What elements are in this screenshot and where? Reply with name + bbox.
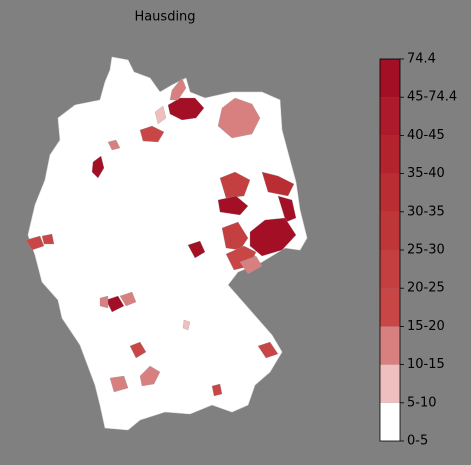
colorbar-segment: [380, 402, 400, 441]
region: [249, 217, 297, 257]
regions: [25, 77, 297, 397]
region: [277, 195, 297, 223]
region: [109, 375, 129, 393]
region: [257, 341, 279, 359]
colorbar-label: 0-5: [407, 434, 428, 449]
region: [187, 240, 206, 259]
region: [107, 139, 121, 151]
colorbar-label: 35-40: [407, 166, 445, 181]
colorbar-label: 74.4: [407, 52, 436, 67]
region: [219, 171, 251, 199]
colorbar-label: 20-25: [407, 281, 445, 296]
colorbar-segment: [380, 364, 400, 403]
country-outline: [27, 56, 308, 431]
region: [169, 77, 187, 101]
colorbar-segment: [380, 326, 400, 365]
region: [91, 155, 105, 179]
colorbar-label: 10-15: [407, 357, 445, 372]
region: [25, 235, 45, 251]
region: [119, 291, 137, 307]
colorbar: 0-5 5-10 10-15 15-20 20-25 25-30 30-35 35-40 40-…: [379, 52, 457, 449]
colorbar-label: 5-10: [407, 395, 437, 410]
region: [217, 97, 261, 139]
region: [211, 383, 223, 397]
region: [139, 125, 165, 143]
region: [41, 233, 55, 245]
colorbar-label: 30-35: [407, 204, 445, 219]
colorbar-segment: [380, 250, 400, 289]
colorbar-segment: [380, 173, 400, 212]
colorbar-label: 40-45: [407, 128, 445, 143]
colorbar-segment: [380, 135, 400, 174]
region: [261, 171, 295, 197]
colorbar-label: 25-30: [407, 243, 445, 258]
region: [221, 221, 249, 251]
germany-map: [25, 56, 308, 431]
colorbar-segment: [380, 288, 400, 327]
region: [99, 295, 109, 309]
region: [182, 319, 191, 331]
region: [239, 255, 263, 275]
region: [167, 97, 205, 121]
region: [105, 295, 125, 313]
colorbar-segment: [380, 97, 400, 136]
map-title: Hausding: [134, 10, 195, 25]
region: [139, 365, 161, 387]
region: [129, 341, 147, 359]
region: [217, 195, 249, 216]
region: [154, 105, 167, 125]
colorbar-label: 45-74.4: [407, 90, 457, 105]
colorbar-segment: [380, 211, 400, 250]
colorbar-segment: [380, 59, 400, 98]
colorbar-label: 15-20: [407, 319, 445, 334]
